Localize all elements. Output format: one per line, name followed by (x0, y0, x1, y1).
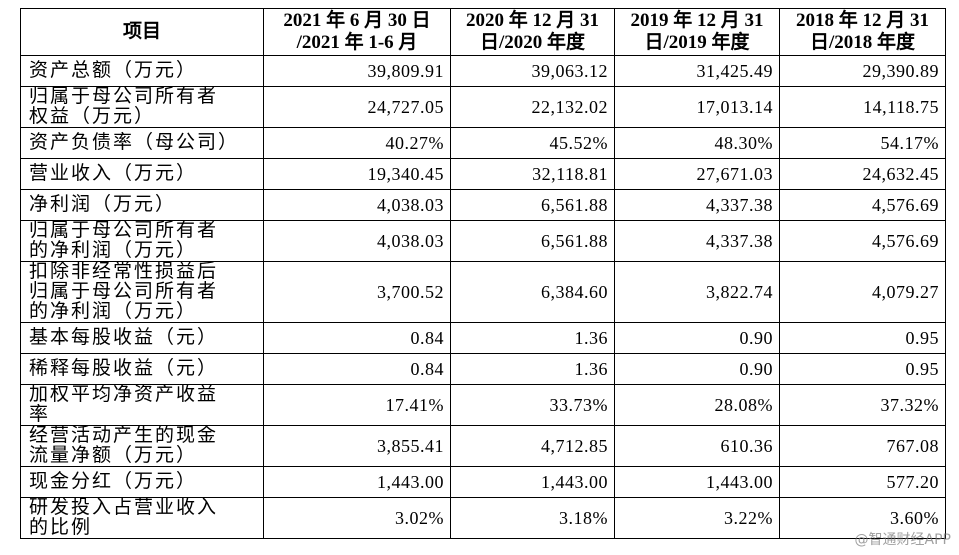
table-row: 基本每股收益（元） 0.84 1.36 0.90 0.95 (20, 322, 946, 354)
value-cell: 17,013.14 (614, 86, 780, 128)
value-cell: 6,561.88 (450, 189, 615, 221)
value-cell: 27,671.03 (614, 158, 780, 190)
value-cell: 32,118.81 (450, 158, 615, 190)
header-cell: 2020 年 12 月 31 日/2020 年度 (450, 8, 615, 56)
value-cell: 0.84 (263, 322, 451, 354)
value-cell: 24,727.05 (263, 86, 451, 128)
header-line: 2019 年 12 月 31 (630, 10, 764, 31)
row-label: 归属于母公司所有者的净利润（万元） (20, 220, 264, 262)
value-cell: 1,443.00 (263, 466, 451, 498)
value-cell: 54.17% (779, 127, 946, 159)
value-cell: 767.08 (779, 425, 946, 467)
table-row: 扣除非经常性损益后归属于母公司所有者的净利润（万元） 3,700.52 6,384.… (20, 261, 946, 323)
row-label: 基本每股收益（元） (20, 322, 264, 354)
value-cell: 0.95 (779, 353, 946, 385)
header-line: 项目 (122, 21, 161, 42)
value-cell: 3.18% (450, 497, 615, 539)
value-cell: 1,443.00 (450, 466, 615, 498)
value-cell: 19,340.45 (263, 158, 451, 190)
header-cell: 2018 年 12 月 31 日/2018 年度 (779, 8, 946, 56)
table-row: 稀释每股收益（元） 0.84 1.36 0.90 0.95 (20, 353, 946, 385)
value-cell: 1.36 (450, 322, 615, 354)
header-row: 项目 2021 年 6 月 30 日/2021 年 1-6 月 2020 年 12 … (20, 8, 946, 56)
row-label: 现金分红（万元） (20, 466, 264, 498)
value-cell: 0.84 (263, 353, 451, 385)
value-cell: 577.20 (779, 466, 946, 498)
value-cell: 39,809.91 (263, 55, 451, 87)
value-cell: 14,118.75 (779, 86, 946, 128)
table-row: 归属于母公司所有者的净利润（万元） 4,038.03 6,561.88 4,337.3… (20, 220, 946, 262)
row-label: 经营活动产生的现金流量净额（万元） (20, 425, 264, 467)
value-cell: 17.41% (263, 384, 451, 426)
value-cell: 0.90 (614, 353, 780, 385)
value-cell: 610.36 (614, 425, 780, 467)
value-cell: 0.90 (614, 322, 780, 354)
row-label: 扣除非经常性损益后归属于母公司所有者的净利润（万元） (20, 261, 264, 323)
row-label: 研发投入占营业收入的比例 (20, 497, 264, 539)
value-cell: 45.52% (450, 127, 615, 159)
value-cell: 31,425.49 (614, 55, 780, 87)
value-cell: 3,855.41 (263, 425, 451, 467)
value-cell: 3.22% (614, 497, 780, 539)
header-line: 日/2020 年度 (479, 32, 586, 53)
value-cell: 4,576.69 (779, 189, 946, 221)
table-row: 研发投入占营业收入的比例 3.02% 3.18% 3.22% 3.60% (20, 497, 946, 539)
table-row: 归属于母公司所有者权益（万元） 24,727.05 22,132.02 17,013.… (20, 86, 946, 128)
value-cell: 37.32% (779, 384, 946, 426)
table-row: 净利润（万元） 4,038.03 6,561.88 4,337.38 4,576.69 (20, 189, 946, 221)
header-cell: 项目 (20, 8, 264, 56)
value-cell: 3.02% (263, 497, 451, 539)
table-body: 资产总额（万元） 39,809.91 39,063.12 31,425.49 29,39… (20, 55, 946, 539)
header-line: /2021 年 1-6 月 (296, 32, 418, 53)
row-label: 归属于母公司所有者权益（万元） (20, 86, 264, 128)
value-cell: 3,822.74 (614, 261, 780, 323)
row-label: 稀释每股收益（元） (20, 353, 264, 385)
value-cell: 4,337.38 (614, 220, 780, 262)
header-line: 2020 年 12 月 31 (465, 10, 599, 31)
value-cell: 29,390.89 (779, 55, 946, 87)
value-cell: 3,700.52 (263, 261, 451, 323)
row-label: 净利润（万元） (20, 189, 264, 221)
value-cell: 24,632.45 (779, 158, 946, 190)
row-label: 加权平均净资产收益率 (20, 384, 264, 426)
value-cell: 22,132.02 (450, 86, 615, 128)
value-cell: 4,038.03 (263, 220, 451, 262)
table-row: 营业收入（万元） 19,340.45 32,118.81 27,671.03 24,63… (20, 158, 946, 190)
header-line: 日/2018 年度 (809, 32, 916, 53)
value-cell: 39,063.12 (450, 55, 615, 87)
value-cell: 40.27% (263, 127, 451, 159)
header-cell: 2019 年 12 月 31 日/2019 年度 (614, 8, 780, 56)
value-cell: 1.36 (450, 353, 615, 385)
value-cell: 4,038.03 (263, 189, 451, 221)
table-row: 现金分红（万元） 1,443.00 1,443.00 1,443.00 577.20 (20, 466, 946, 498)
value-cell: 48.30% (614, 127, 780, 159)
header-line: 2018 年 12 月 31 (795, 10, 929, 31)
watermark: @智通财经APP (854, 532, 951, 548)
value-cell: 6,384.60 (450, 261, 615, 323)
value-cell: 4,337.38 (614, 189, 780, 221)
table-row: 资产总额（万元） 39,809.91 39,063.12 31,425.49 29,39… (20, 55, 946, 87)
header-line: 2021 年 6 月 30 日 (283, 10, 431, 31)
financial-table: 项目 2021 年 6 月 30 日/2021 年 1-6 月 2020 年 12 … (20, 8, 946, 539)
value-cell: 3.60% (779, 497, 946, 539)
value-cell: 0.95 (779, 322, 946, 354)
row-label: 营业收入（万元） (20, 158, 264, 190)
value-cell: 4,079.27 (779, 261, 946, 323)
table-row: 经营活动产生的现金流量净额（万元） 3,855.41 4,712.85 610.36 7… (20, 425, 946, 467)
value-cell: 1,443.00 (614, 466, 780, 498)
value-cell: 33.73% (450, 384, 615, 426)
table-row: 加权平均净资产收益率 17.41% 33.73% 28.08% 37.32% (20, 384, 946, 426)
header-line: 日/2019 年度 (644, 32, 750, 53)
row-label: 资产总额（万元） (20, 55, 264, 87)
row-label: 资产负债率（母公司） (20, 127, 264, 159)
value-cell: 4,576.69 (779, 220, 946, 262)
header-cell: 2021 年 6 月 30 日/2021 年 1-6 月 (263, 8, 451, 56)
value-cell: 28.08% (614, 384, 780, 426)
table-row: 资产负债率（母公司） 40.27% 45.52% 48.30% 54.17% (20, 127, 946, 159)
value-cell: 6,561.88 (450, 220, 615, 262)
value-cell: 4,712.85 (450, 425, 615, 467)
